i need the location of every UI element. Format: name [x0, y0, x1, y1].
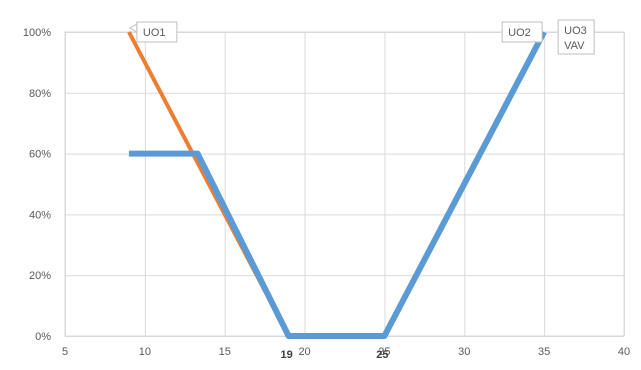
plot-area-border [64, 31, 625, 337]
y-tick-label: 40% [29, 209, 51, 221]
x-tick-label: 20 [298, 346, 310, 358]
grid-layer [64, 31, 625, 337]
callout-3: UO3 VAV [557, 19, 595, 55]
x-tick-label: 35 [538, 346, 550, 358]
x-tick-label: 15 [219, 346, 231, 358]
callout-1: UO1 [128, 21, 178, 43]
callout-label: UO2 [508, 27, 531, 39]
x-tick-label: 40 [618, 346, 630, 358]
callout-label: UO3 [564, 25, 587, 37]
x-tick-label: 30 [458, 346, 470, 358]
callout-label: UO1 [143, 27, 166, 39]
y-tick-label: 20% [29, 270, 51, 282]
callout-2: UO2 [501, 21, 543, 43]
callout-box [136, 21, 178, 43]
x-tick-label: 25 [378, 346, 390, 358]
x-marker-label: 25 [376, 349, 388, 361]
y-tick-label: 60% [29, 149, 51, 161]
callout-box [557, 19, 595, 55]
series-line-2 [128, 30, 547, 339]
x-tick-label: 10 [139, 346, 151, 358]
y-tick-label: 0% [35, 331, 51, 343]
y-tick-label: 80% [29, 88, 51, 100]
y-tick-label: 100% [23, 27, 51, 39]
series-layer [127, 30, 547, 339]
annotation-layer: UO1 UO2 UO3 VAV [128, 19, 595, 55]
callout-label: VAV [564, 40, 585, 52]
x-marker-label: 19 [280, 349, 292, 361]
callout-box [501, 21, 543, 43]
x-tick-label: 5 [62, 346, 68, 358]
